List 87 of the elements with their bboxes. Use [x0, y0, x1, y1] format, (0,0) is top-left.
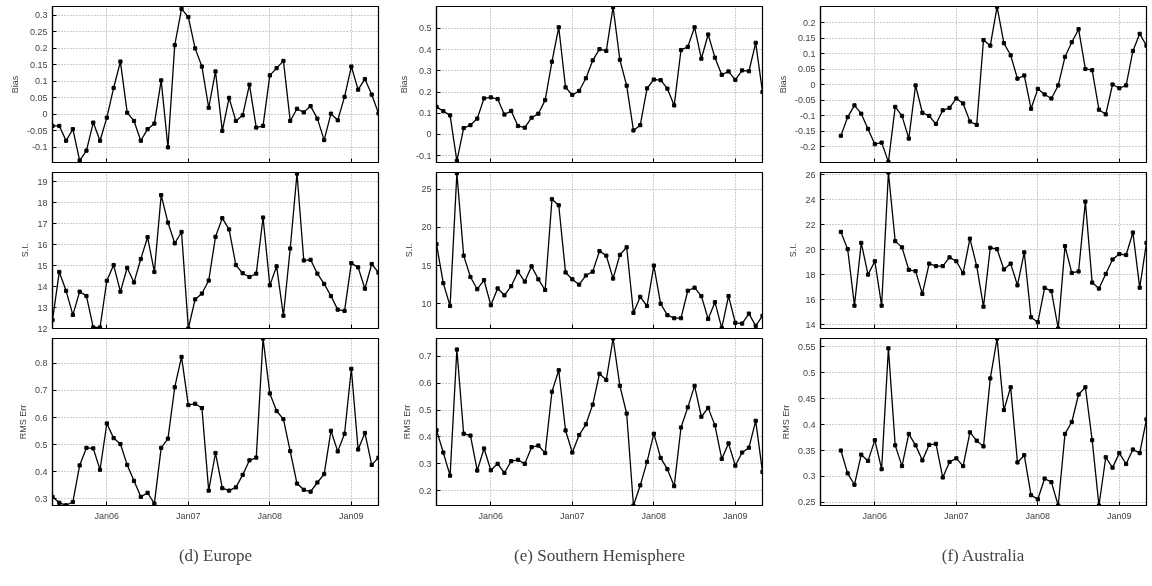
y-tick-label: 13: [37, 302, 48, 313]
y-tick-label: 0.25: [29, 26, 48, 37]
y-tick-label: 0.1: [802, 48, 816, 59]
y-tick-label: 0.6: [418, 378, 432, 389]
y-axis-title: S.I.: [788, 243, 799, 258]
y-tick-label: 0.2: [418, 87, 432, 98]
text: (d) Europe: [178, 545, 253, 565]
y-tick-label: 22: [805, 219, 816, 230]
x-tick-label: Jan08: [1025, 510, 1051, 521]
y-axis-title: Bias: [398, 75, 409, 94]
y-tick-label: 24: [805, 194, 816, 205]
y-tick-label: 0.5: [34, 439, 48, 450]
y-tick-label: 0.3: [34, 493, 48, 504]
y-tick-label: 0.4: [802, 419, 816, 430]
x-tick-label: Jan09: [723, 510, 748, 521]
y-axis-title: Bias: [777, 75, 788, 94]
y-tick-label: 0.5: [418, 23, 432, 34]
y-axis-title: Bias: [9, 75, 20, 94]
x-tick-label: Jan08: [257, 510, 283, 521]
y-tick-label: 20: [421, 222, 432, 233]
x-tick-label: Jan09: [1107, 510, 1132, 521]
x-tick-label: Jan07: [176, 510, 201, 521]
y-tick-label: 0.45: [797, 393, 816, 404]
x-tick-label: Jan08: [641, 510, 667, 521]
y-axis-title: RMS Err: [401, 404, 412, 440]
y-tick-label: 14: [37, 281, 48, 292]
y-tick-label: 0.2: [418, 485, 432, 496]
y-tick-label: 0.5: [418, 405, 432, 416]
y-tick-label: 0.1: [34, 76, 48, 87]
x-tick-label: Jan09: [339, 510, 364, 521]
y-tick-label: -0.1: [415, 150, 432, 161]
y-tick-label: 26: [805, 170, 816, 180]
y-tick-label: 0.55: [797, 341, 816, 352]
y-tick-label: 0: [810, 79, 816, 90]
y-tick-label: 0: [426, 129, 432, 140]
y-tick-label: 0.05: [29, 92, 48, 103]
y-tick-label: 0.1: [418, 108, 432, 119]
y-tick-label: 0.25: [797, 497, 816, 508]
y-tick-label: 16: [805, 294, 816, 305]
y-tick-label: 16: [37, 239, 48, 250]
y-tick-label: 0: [42, 109, 48, 120]
y-tick-label: 0.35: [797, 445, 816, 456]
y-tick-label: 19: [37, 176, 48, 187]
y-tick-label: 18: [805, 269, 816, 280]
y-tick-label: 14: [805, 319, 816, 330]
y-tick-label: 15: [37, 260, 48, 271]
y-tick-label: 15: [421, 260, 432, 271]
y-tick-label: -0.2: [799, 141, 816, 152]
y-tick-label: 0.15: [29, 59, 48, 70]
y-tick-label: -0.1: [31, 142, 48, 153]
y-tick-label: -0.05: [794, 95, 816, 106]
x-tick-label: Jan06: [862, 510, 888, 521]
text: (f) Australia: [941, 545, 1025, 565]
y-axis-title: RMS Err: [17, 404, 28, 440]
y-tick-label: 0.3: [418, 65, 432, 76]
y-axis-title: S.I.: [404, 243, 415, 258]
y-tick-label: -0.15: [794, 126, 816, 137]
y-tick-label: 0.3: [418, 458, 432, 469]
x-tick-label: Jan06: [94, 510, 120, 521]
y-axis-title: S.I.: [20, 243, 31, 258]
y-tick-label: 0.3: [802, 471, 816, 482]
y-tick-label: 20: [805, 244, 816, 255]
y-tick-label: 0.15: [797, 33, 816, 44]
y-tick-label: 0.4: [34, 466, 48, 477]
y-tick-label: 0.8: [34, 358, 48, 369]
text: (e) Southern Hemisphere: [514, 545, 685, 565]
x-tick-label: Jan07: [560, 510, 585, 521]
y-tick-label: 18: [37, 197, 48, 208]
y-tick-label: 0.6: [34, 412, 48, 423]
x-tick-label: Jan07: [944, 510, 969, 521]
y-tick-label: 0.05: [797, 64, 816, 75]
y-tick-label: 0.4: [418, 44, 432, 55]
y-tick-label: 0.2: [34, 43, 48, 54]
x-tick-label: Jan06: [478, 510, 504, 521]
y-tick-label: 25: [421, 184, 432, 195]
y-tick-label: 17: [37, 218, 48, 229]
y-tick-label: 0.5: [802, 367, 816, 378]
y-tick-label: -0.1: [799, 110, 816, 121]
y-axis-title: RMS Err: [780, 404, 791, 440]
y-tick-label: 0.7: [34, 385, 48, 396]
y-tick-label: 12: [37, 323, 48, 334]
y-tick-label: -0.05: [26, 125, 48, 136]
y-tick-label: 0.7: [418, 351, 432, 362]
y-tick-label: 0.3: [34, 10, 48, 21]
y-tick-label: 0.4: [418, 431, 432, 442]
y-tick-label: 10: [421, 298, 432, 309]
y-tick-label: 0.2: [802, 17, 816, 28]
